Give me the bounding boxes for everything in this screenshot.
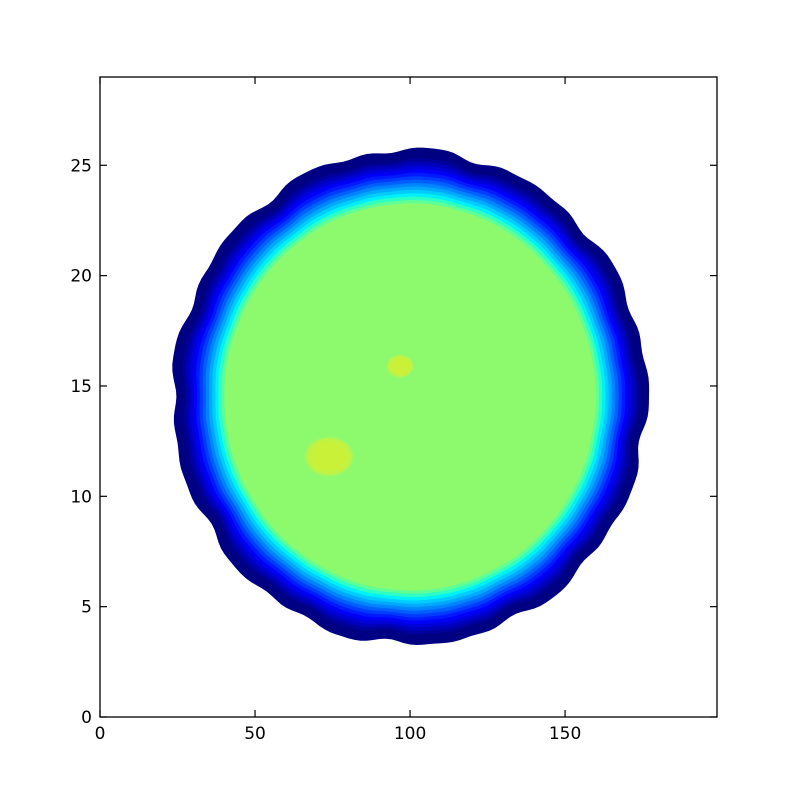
y-tick-label: 15 (70, 377, 92, 397)
x-tick-label: 50 (244, 724, 266, 744)
x-axis: 0 50 100 150 (95, 77, 581, 744)
plot-frame (99, 76, 718, 718)
y-tick-label: 5 (81, 598, 92, 618)
y-axis: 0 5 10 15 20 25 (70, 156, 717, 728)
y-tick-label: 10 (70, 487, 92, 507)
y-tick-label: 0 (81, 708, 92, 728)
contour-blob (172, 147, 650, 645)
x-tick-label: 100 (394, 724, 426, 744)
x-tick-label: 0 (95, 724, 106, 744)
y-tick-label: 20 (70, 267, 92, 287)
contour-band (224, 203, 596, 591)
hotspot (385, 353, 415, 379)
hotspot (303, 435, 356, 478)
y-tick-label: 25 (70, 156, 92, 176)
x-tick-label: 150 (549, 724, 581, 744)
